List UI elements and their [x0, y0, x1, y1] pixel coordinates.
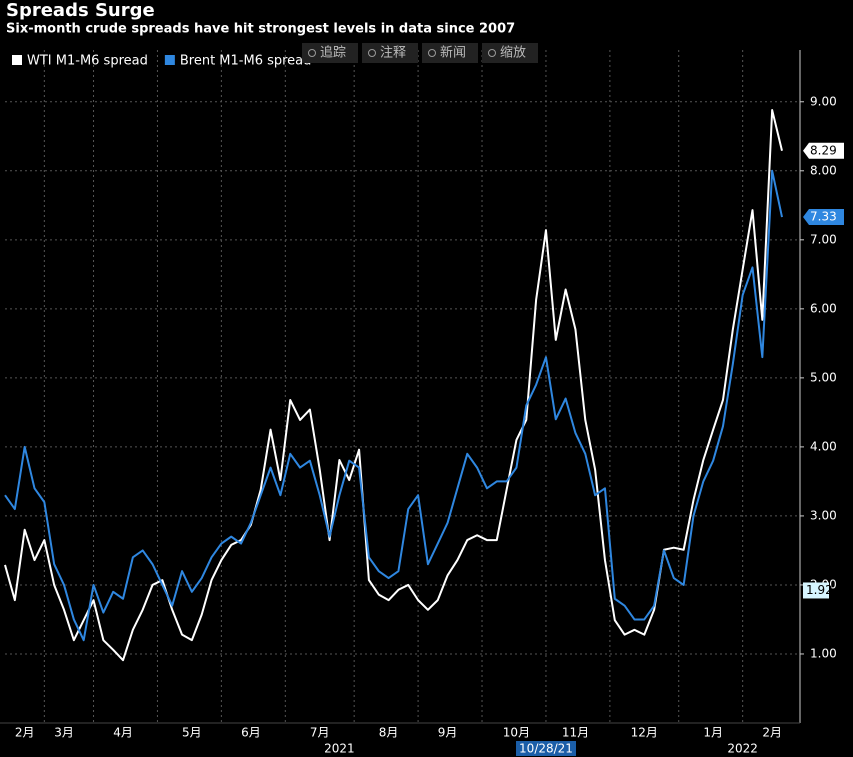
- x-tick-label: 2月: [15, 726, 35, 740]
- toolbar-label: 缩放: [500, 45, 526, 61]
- y-tick-label: 7.00: [810, 232, 837, 246]
- last-value-tag: [803, 142, 844, 159]
- y-tick-label: 3.00: [810, 508, 837, 522]
- x-tick-label: 4月: [113, 726, 133, 740]
- chart-title: Spreads Surge: [6, 0, 155, 21]
- toolbar-icon: [428, 49, 436, 57]
- toolbar-button[interactable]: 新闻: [422, 43, 478, 63]
- toolbar-bg: [422, 43, 478, 63]
- x-tick-label: 2月: [762, 726, 782, 740]
- toolbar-icon: [488, 49, 496, 57]
- legend-swatch: [12, 55, 22, 65]
- toolbar-button[interactable]: 追踪: [302, 43, 358, 63]
- legend-item[interactable]: Brent M1-M6 spread: [164, 54, 312, 69]
- cursor-tag: [803, 582, 829, 599]
- y-tick-label: 9.00: [810, 94, 837, 108]
- toolbar-button[interactable]: 注释: [362, 43, 418, 63]
- y-tick-label: 6.00: [810, 301, 837, 315]
- x-tick-label: 12月: [631, 726, 658, 740]
- x-tick-label: 10月: [503, 726, 530, 740]
- x-tick-label: 3月: [54, 726, 74, 740]
- toolbar-bg: [302, 43, 358, 63]
- toolbar-button[interactable]: 缩放: [482, 43, 538, 63]
- legend-label: WTI M1-M6 spread: [27, 54, 148, 69]
- y-tick-label: 5.00: [810, 370, 837, 384]
- x-tick-label: 7月: [310, 726, 330, 740]
- toolbar-label: 新闻: [440, 45, 466, 61]
- toolbar-label: 注释: [380, 46, 406, 61]
- series-line: [4, 109, 783, 662]
- toolbar-icon: [368, 49, 376, 57]
- last-value-tag: [803, 209, 844, 226]
- year-label: 2021: [324, 742, 355, 756]
- y-tick-label: 4.00: [810, 439, 837, 453]
- cursor-date-tag: [516, 741, 576, 756]
- x-tick-label: 8月: [379, 726, 399, 740]
- toolbar-label: 追踪: [320, 45, 346, 61]
- year-label: 2022: [727, 742, 758, 756]
- x-tick-label: 6月: [241, 726, 261, 740]
- x-tick-label: 11月: [562, 726, 589, 740]
- toolbar-bg: [482, 43, 538, 63]
- cursor-date: 10/28/21: [519, 742, 573, 756]
- x-tick-label: 9月: [438, 726, 458, 740]
- x-tick-label: 5月: [182, 726, 202, 740]
- toolbar-icon: [308, 49, 316, 57]
- last-value-label: 8.29: [810, 143, 837, 157]
- last-value-label: 7.33: [810, 210, 837, 224]
- toolbar-bg: [362, 43, 418, 63]
- legend-label: Brent M1-M6 spread: [180, 54, 312, 69]
- legend-item[interactable]: WTI M1-M6 spread: [12, 54, 148, 69]
- series-line: [4, 169, 783, 642]
- cursor-value: 1.92: [806, 583, 833, 597]
- chart-subtitle: Six-month crude spreads have hit stronge…: [6, 22, 515, 37]
- x-tick-label: 1月: [703, 726, 723, 740]
- legend-swatch: [164, 55, 175, 65]
- y-tick-label: 1.00: [810, 646, 837, 660]
- y-tick-label: 8.00: [810, 163, 837, 177]
